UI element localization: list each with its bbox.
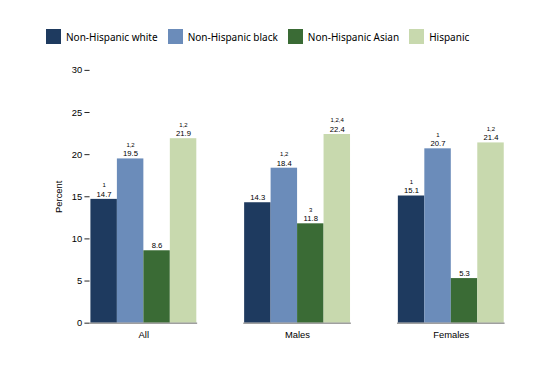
svg-text:1,2,4: 1,2,4	[331, 117, 345, 123]
svg-text:3: 3	[309, 207, 313, 213]
svg-text:Percent: Percent	[53, 180, 64, 213]
svg-text:Females: Females	[433, 329, 469, 340]
svg-text:14.3: 14.3	[250, 193, 265, 202]
svg-text:11.8: 11.8	[304, 214, 318, 223]
svg-text:30: 30	[72, 64, 82, 75]
svg-text:25: 25	[72, 107, 82, 118]
svg-text:14.7: 14.7	[97, 190, 112, 199]
svg-text:5: 5	[77, 275, 82, 286]
svg-text:1,2: 1,2	[487, 126, 496, 132]
svg-text:5.3: 5.3	[459, 269, 470, 278]
svg-text:10: 10	[72, 233, 82, 244]
svg-text:19.5: 19.5	[123, 149, 138, 158]
svg-text:1,2: 1,2	[126, 142, 135, 148]
svg-text:22.4: 22.4	[330, 125, 346, 134]
svg-text:1,2: 1,2	[179, 122, 188, 128]
svg-text:1: 1	[410, 179, 414, 185]
html-text:Non-Hispanic white: Non-Hispanic white	[66, 29, 158, 44]
svg-text:15.1: 15.1	[404, 186, 419, 195]
svg-text:Males: Males	[285, 329, 310, 340]
svg-text:20: 20	[72, 149, 82, 160]
svg-text:1,2: 1,2	[280, 151, 289, 157]
svg-text:20.7: 20.7	[431, 139, 446, 148]
svg-text:8.6: 8.6	[152, 241, 163, 250]
svg-text:All: All	[139, 329, 149, 340]
svg-text:21.9: 21.9	[176, 129, 191, 138]
html-text:Non-Hispanic Asian: Non-Hispanic Asian	[307, 29, 400, 44]
svg-text:15: 15	[72, 191, 82, 202]
svg-text:1: 1	[102, 182, 106, 188]
svg-text:21.4: 21.4	[483, 133, 499, 142]
html-text:Hispanic: Hispanic	[429, 29, 470, 44]
html-text:Non-Hispanic black: Non-Hispanic black	[187, 29, 278, 44]
svg-text:18.4: 18.4	[277, 159, 293, 168]
svg-text:0: 0	[77, 317, 82, 328]
svg-text:1: 1	[436, 132, 440, 138]
